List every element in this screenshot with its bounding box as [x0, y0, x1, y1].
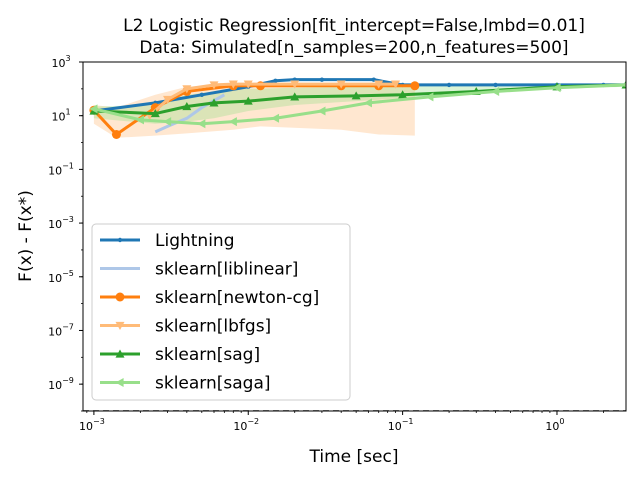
data-point [391, 80, 401, 89]
data-point [398, 90, 408, 99]
series-line [93, 78, 626, 113]
data-point [199, 92, 204, 98]
y-tick-label: 101 [51, 108, 70, 124]
legend-entry: sklearn[liblinear] [155, 260, 298, 280]
data-point [228, 80, 238, 89]
plot-frame [82, 61, 627, 412]
chart-title: L2 Logistic Regression[fit_intercept=Fal… [123, 16, 585, 36]
legend-entry: sklearn[lbfgs] [155, 317, 271, 337]
data-point [290, 80, 300, 89]
data-point [493, 82, 498, 88]
data-point [319, 77, 325, 82]
y-axis: 103 101 10−1 10−3 10−5 10−7 10−9 [48, 54, 83, 412]
data-point [491, 86, 500, 96]
series-line [148, 82, 396, 117]
data-point [115, 349, 125, 358]
legend: Lightning sklearn[liblinear] sklearn[newto… [91, 223, 351, 401]
x-tick-label: 10−2 [233, 417, 259, 433]
data-point [336, 80, 346, 89]
y-axis-label: F(x) - F(x*) [16, 190, 36, 282]
data-point [150, 109, 160, 118]
x-axis: 10−3 10−2 10−1 100 [79, 411, 604, 433]
data-point [163, 117, 172, 127]
data-point [446, 82, 452, 88]
data-point [115, 292, 125, 302]
series-line [93, 83, 626, 126]
y-tick-label: 10−7 [48, 322, 74, 338]
legend-entry: sklearn[sag] [155, 345, 260, 365]
data-point [363, 98, 372, 108]
y-tick-label: 10−5 [48, 269, 74, 285]
chart-subtitle: Data: Simulated[n_samples=200,n_features… [139, 38, 568, 58]
data-point [209, 98, 219, 107]
confidence-band [93, 84, 626, 124]
data-point [115, 378, 124, 387]
x-tick-label: 10−1 [388, 417, 414, 433]
data-point [163, 95, 173, 105]
data-point [351, 91, 361, 100]
data-point [197, 119, 206, 129]
data-point [410, 81, 420, 91]
data-point [111, 129, 121, 139]
legend-box [91, 223, 351, 401]
data-point [374, 80, 384, 89]
data-point [182, 85, 192, 94]
data-point [209, 81, 219, 90]
data-point [425, 92, 434, 102]
plot-area [83, 77, 626, 411]
data-point [115, 321, 125, 330]
data-point [117, 237, 123, 243]
y-tick-label: 10−3 [48, 215, 74, 231]
y-tick-label: 103 [51, 54, 70, 70]
y-tick-label: 10−1 [48, 161, 74, 177]
data-point [243, 96, 253, 105]
data-point [228, 117, 237, 127]
x-axis-label: Time [sec] [309, 447, 399, 467]
data-point [89, 104, 98, 114]
data-point [135, 115, 144, 125]
data-point [290, 92, 300, 101]
legend-entry: sklearn[newton-cg] [155, 288, 319, 308]
data-point [243, 80, 253, 89]
data-point [621, 82, 626, 88]
legend-entry: Lightning [155, 231, 235, 251]
data-point [273, 78, 278, 83]
y-tick-label: 10−9 [48, 376, 74, 392]
x-tick-label: 10−3 [79, 417, 105, 433]
data-point [317, 106, 326, 116]
data-point [270, 113, 280, 123]
data-point [182, 101, 192, 111]
x-tick-label: 100 [545, 417, 564, 433]
data-point [552, 83, 561, 93]
legend-entry: sklearn[saga] [155, 374, 271, 394]
